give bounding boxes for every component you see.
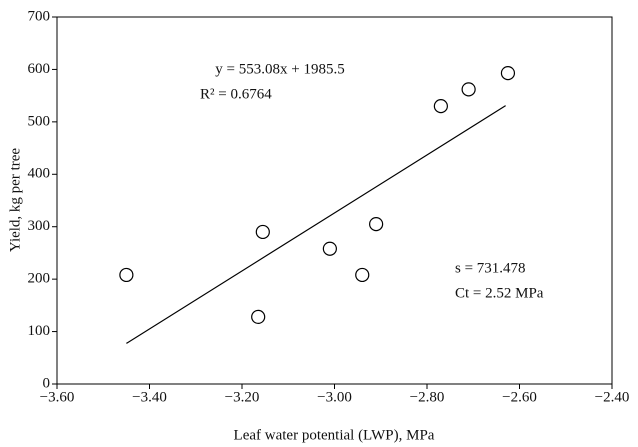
y-axis-label: Yield, kg per tree: [7, 148, 23, 252]
y-tick-label: 100: [28, 323, 51, 339]
annotation: s = 731.478: [455, 260, 526, 276]
x-axis-label: Leaf water potential (LWP), MPa: [234, 427, 435, 443]
y-tick-label: 300: [28, 218, 51, 234]
x-tick-label: −3.60: [40, 389, 75, 405]
y-tick-label: 500: [28, 113, 51, 129]
annotation: Ct = 2.52 MPa: [455, 285, 544, 301]
x-tick-label: −3.00: [317, 389, 352, 405]
annotation: y = 553.08x + 1985.5: [215, 61, 344, 77]
y-tick-label: 0: [43, 375, 51, 391]
data-point: [500, 65, 516, 81]
data-point: [461, 82, 476, 97]
y-tick-label: 200: [28, 271, 51, 287]
trend-line: [126, 105, 506, 344]
data-point: [119, 267, 134, 283]
data-point: [251, 309, 266, 324]
y-tick-label: 700: [28, 8, 51, 24]
x-tick-label: −2.40: [595, 389, 630, 405]
x-tick-label: −2.80: [410, 389, 445, 405]
y-tick-label: 400: [28, 166, 51, 182]
x-tick-label: −3.20: [225, 389, 260, 405]
y-tick-label: 600: [28, 61, 51, 77]
annotation: R² = 0.6764: [200, 86, 272, 102]
data-point: [255, 224, 270, 240]
data-point: [322, 241, 337, 256]
x-tick-label: −2.60: [502, 389, 537, 405]
data-point: [355, 267, 370, 283]
data-point: [433, 99, 448, 114]
x-tick-label: −3.40: [132, 389, 167, 405]
data-point: [369, 216, 384, 232]
